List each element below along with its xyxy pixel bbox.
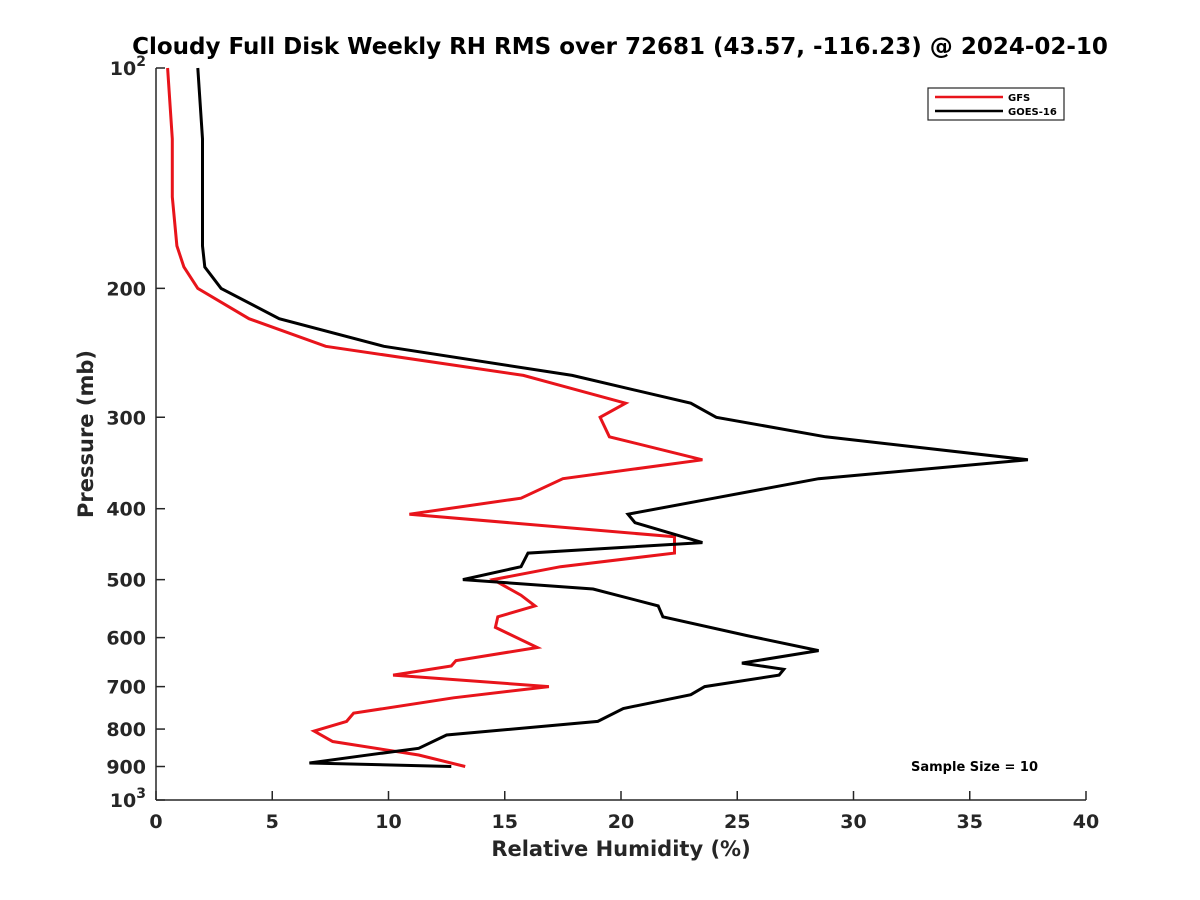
y-tick-label-3: 400 xyxy=(106,499,146,521)
legend-box xyxy=(927,87,1065,121)
x-tick-label-8: 40 xyxy=(1073,811,1099,833)
y-tick-label-7: 800 xyxy=(106,719,146,741)
y-tick-label-0: 102 xyxy=(110,54,146,80)
y-tick-label-9: 103 xyxy=(110,786,146,812)
y-tick-label-2: 300 xyxy=(106,407,146,429)
y-tick-label-6: 700 xyxy=(106,677,146,699)
y-tick-label-4: 500 xyxy=(106,570,146,592)
sample-size-annotation: Sample Size = 10 xyxy=(911,760,1038,775)
x-tick-label-1: 5 xyxy=(266,811,279,833)
series-line-goes16 xyxy=(196,67,1029,768)
x-tick-label-2: 10 xyxy=(375,811,401,833)
x-tick-label-5: 25 xyxy=(724,811,750,833)
x-tick-label-6: 30 xyxy=(840,811,866,833)
legend-label-gfs: GFS xyxy=(1008,93,1030,104)
y-tick-label-5: 600 xyxy=(106,628,146,650)
y-tick-label-exp-0: 2 xyxy=(136,54,146,70)
plot-area xyxy=(156,68,1086,800)
legend: GFS GOES-16 xyxy=(927,87,1065,121)
x-tick-label-3: 15 xyxy=(492,811,518,833)
x-tick-label-0: 0 xyxy=(149,811,162,833)
x-tick-label-4: 20 xyxy=(608,811,634,833)
y-tick-label-8: 900 xyxy=(106,757,146,779)
y-tick-label-exp-9: 3 xyxy=(136,786,146,802)
x-ticks: 0 5 10 15 20 25 30 35 40 xyxy=(149,791,1099,833)
series-layer xyxy=(166,67,1029,768)
chart-title: Cloudy Full Disk Weekly RH RMS over 7268… xyxy=(132,34,1108,60)
x-tick-label-7: 35 xyxy=(957,811,983,833)
series-line-gfs xyxy=(166,67,703,768)
y-tick-label-base-9: 10 xyxy=(110,790,136,812)
legend-label-goes16: GOES-16 xyxy=(1008,107,1057,118)
y-axis-label: Pressure (mb) xyxy=(74,350,98,518)
x-axis-label: Relative Humidity (%) xyxy=(491,837,750,861)
y-tick-label-base-0: 10 xyxy=(110,58,136,80)
y-tick-label-1: 200 xyxy=(106,278,146,300)
